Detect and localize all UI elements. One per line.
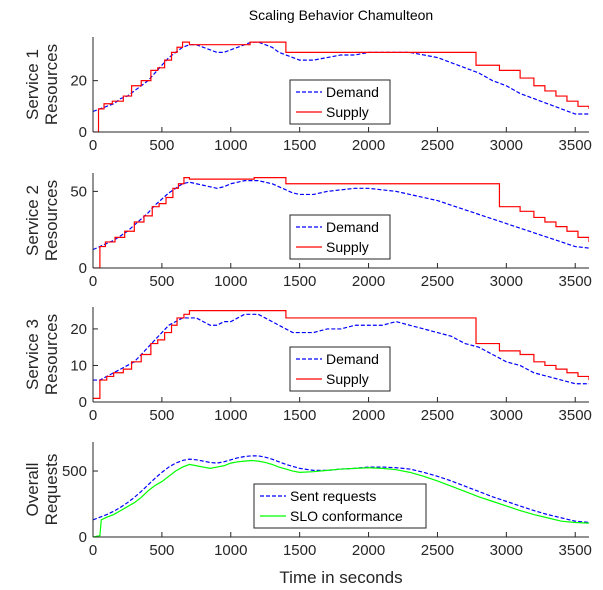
x-tick-label: 3500 <box>559 273 592 290</box>
y-tick-label: 0 <box>79 124 87 141</box>
legend-box <box>289 79 391 125</box>
series-demand-line <box>93 41 589 115</box>
y-tick-label: 500 <box>62 463 87 480</box>
x-tick-label: 1000 <box>214 273 247 290</box>
x-tick-label: 2000 <box>352 542 385 559</box>
x-tick-label: 2500 <box>421 407 454 424</box>
legend: Demand Supply <box>289 214 391 260</box>
x-tick-label: 2000 <box>352 273 385 290</box>
x-tick-label: 1500 <box>283 137 316 154</box>
legend-label: Supply <box>326 104 369 120</box>
x-tick-label: 500 <box>149 407 174 424</box>
x-tick-label: 3000 <box>490 137 523 154</box>
y-tick-label: 10 <box>70 357 87 374</box>
legend-box <box>289 214 391 260</box>
x-tick-label: 0 <box>89 542 97 559</box>
series-supply-line <box>93 177 589 268</box>
y-tick-label: 0 <box>79 260 87 277</box>
y-axis-label: Requests <box>42 454 61 526</box>
series-supply-line <box>93 41 589 132</box>
y-tick-label: 20 <box>70 321 87 338</box>
series-demand-line <box>93 180 589 251</box>
x-tick-label: 3500 <box>559 542 592 559</box>
panel-2: 0 500 1000 1500 2000 2500 3000 3500 0 50 Service 2… <box>23 173 592 290</box>
series-slo-conformance-line <box>93 459 589 537</box>
y-axis-label: Service 3 <box>23 319 42 390</box>
x-tick-label: 2000 <box>352 137 385 154</box>
legend-label: Sent requests <box>290 488 376 504</box>
x-tick-label: 2500 <box>421 273 454 290</box>
x-tick-label: 1000 <box>214 407 247 424</box>
y-tick-label: 20 <box>70 73 87 90</box>
series-sent-requests-line <box>93 455 589 524</box>
y-axis-label: Resources <box>42 44 61 125</box>
legend: Sent requests SLO conformance <box>253 483 427 529</box>
y-axis-label: Resources <box>42 314 61 395</box>
y-tick-label: 0 <box>79 529 87 546</box>
legend-label: Supply <box>326 239 369 255</box>
y-axis-label: Service 1 <box>23 49 42 120</box>
legend-label: SLO conformance <box>290 508 403 524</box>
legend: Demand Supply <box>289 79 391 125</box>
panel-4: 0 500 1000 1500 2000 2500 3000 3500 0 500 Overall R… <box>23 442 592 559</box>
y-axis-label: Service 2 <box>23 185 42 256</box>
x-tick-label: 1000 <box>214 542 247 559</box>
legend: Demand Supply <box>289 346 391 392</box>
legend-label: Demand <box>326 351 379 367</box>
x-tick-label: 2000 <box>352 407 385 424</box>
x-tick-label: 1500 <box>283 407 316 424</box>
x-axis-label: Time in seconds <box>279 568 402 587</box>
x-tick-label: 0 <box>89 407 97 424</box>
y-axis-label: Overall <box>23 463 42 517</box>
x-tick-label: 3000 <box>490 407 523 424</box>
legend-label: Supply <box>326 371 369 387</box>
legend-box <box>289 346 391 392</box>
x-tick-label: 2500 <box>421 137 454 154</box>
x-tick-label: 3000 <box>490 542 523 559</box>
series-supply-line <box>93 310 589 399</box>
x-tick-label: 500 <box>149 273 174 290</box>
x-tick-label: 500 <box>149 137 174 154</box>
y-tick-label: 50 <box>70 183 87 200</box>
x-tick-label: 1500 <box>283 542 316 559</box>
y-axis-label: Resources <box>42 180 61 261</box>
series-demand-line <box>93 313 589 385</box>
x-tick-label: 3500 <box>559 407 592 424</box>
legend-label: Demand <box>326 84 379 100</box>
x-tick-label: 0 <box>89 137 97 154</box>
panel-3: 0 500 1000 1500 2000 2500 3000 3500 0 10 20 Service… <box>23 307 592 424</box>
y-tick-label: 0 <box>79 394 87 411</box>
x-tick-label: 1000 <box>214 137 247 154</box>
chart-title: Scaling Behavior Chamulteon <box>249 7 433 23</box>
legend-label: Demand <box>326 219 379 235</box>
x-tick-label: 500 <box>149 542 174 559</box>
x-tick-label: 2500 <box>421 542 454 559</box>
x-tick-label: 0 <box>89 273 97 290</box>
legend-box <box>253 483 427 529</box>
x-tick-label: 3500 <box>559 137 592 154</box>
x-tick-label: 1500 <box>283 273 316 290</box>
panel-1: 0 500 1000 1500 2000 2500 3000 3500 0 20 Service 1… <box>23 37 592 154</box>
x-tick-label: 3000 <box>490 273 523 290</box>
